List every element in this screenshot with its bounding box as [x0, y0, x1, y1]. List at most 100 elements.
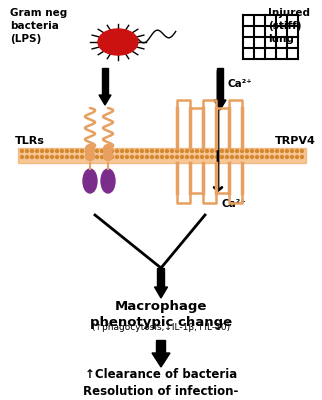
Circle shape: [181, 150, 184, 152]
Circle shape: [215, 150, 219, 152]
Circle shape: [110, 150, 113, 152]
Circle shape: [35, 156, 39, 158]
Circle shape: [211, 156, 213, 158]
Text: (↑phagocytosis,↓IL-1β,↑IL-10): (↑phagocytosis,↓IL-1β,↑IL-10): [91, 323, 231, 332]
Circle shape: [156, 156, 158, 158]
Bar: [157, 268, 165, 287]
Circle shape: [75, 156, 79, 158]
Circle shape: [251, 150, 253, 152]
Circle shape: [86, 152, 94, 160]
Circle shape: [231, 156, 233, 158]
Circle shape: [185, 156, 188, 158]
Circle shape: [100, 156, 103, 158]
Circle shape: [75, 150, 79, 152]
Circle shape: [266, 150, 269, 152]
Circle shape: [86, 156, 89, 158]
Circle shape: [146, 156, 148, 158]
Circle shape: [116, 156, 118, 158]
Circle shape: [61, 150, 63, 152]
Circle shape: [80, 156, 83, 158]
Circle shape: [126, 150, 128, 152]
Circle shape: [96, 156, 99, 158]
Circle shape: [41, 150, 43, 152]
Circle shape: [290, 156, 293, 158]
Circle shape: [235, 150, 239, 152]
Circle shape: [65, 156, 69, 158]
Bar: [18, 148, 306, 163]
Circle shape: [235, 156, 239, 158]
Circle shape: [266, 156, 269, 158]
Circle shape: [160, 156, 164, 158]
Circle shape: [255, 156, 259, 158]
Circle shape: [276, 150, 279, 152]
Circle shape: [71, 150, 73, 152]
Circle shape: [195, 156, 198, 158]
Circle shape: [195, 150, 198, 152]
Circle shape: [25, 156, 29, 158]
Circle shape: [116, 150, 118, 152]
Circle shape: [35, 150, 39, 152]
Circle shape: [90, 156, 93, 158]
Circle shape: [251, 156, 253, 158]
Text: TRPV4: TRPV4: [275, 136, 316, 146]
Circle shape: [191, 156, 194, 158]
Circle shape: [201, 156, 204, 158]
Circle shape: [140, 156, 144, 158]
Circle shape: [191, 150, 194, 152]
Circle shape: [80, 150, 83, 152]
Polygon shape: [214, 100, 226, 110]
Circle shape: [130, 156, 134, 158]
Bar: [217, 68, 223, 100]
Circle shape: [31, 150, 33, 152]
Circle shape: [51, 156, 53, 158]
Text: Ca²⁺: Ca²⁺: [228, 79, 253, 89]
Circle shape: [270, 150, 273, 152]
Circle shape: [45, 156, 49, 158]
Circle shape: [201, 150, 204, 152]
Circle shape: [171, 150, 174, 152]
Circle shape: [211, 150, 213, 152]
Circle shape: [175, 150, 178, 152]
Circle shape: [260, 150, 263, 152]
Circle shape: [175, 156, 178, 158]
Circle shape: [140, 150, 144, 152]
Circle shape: [96, 150, 99, 152]
Ellipse shape: [101, 169, 115, 193]
Circle shape: [296, 156, 298, 158]
Circle shape: [225, 156, 229, 158]
Circle shape: [150, 150, 154, 152]
Circle shape: [100, 150, 103, 152]
Circle shape: [255, 150, 259, 152]
Circle shape: [280, 150, 283, 152]
Circle shape: [276, 156, 279, 158]
Circle shape: [280, 156, 283, 158]
Text: Macrophage
phenotypic change: Macrophage phenotypic change: [90, 300, 232, 329]
Circle shape: [61, 156, 63, 158]
Circle shape: [86, 150, 89, 152]
Circle shape: [55, 150, 59, 152]
Circle shape: [106, 156, 109, 158]
Circle shape: [270, 156, 273, 158]
Text: Injured
(stiff)
lung: Injured (stiff) lung: [268, 8, 310, 44]
Circle shape: [103, 144, 112, 154]
Text: TLRs: TLRs: [15, 136, 45, 146]
Circle shape: [296, 150, 298, 152]
Circle shape: [300, 150, 304, 152]
Circle shape: [166, 150, 168, 152]
Circle shape: [290, 150, 293, 152]
Polygon shape: [155, 287, 167, 298]
Circle shape: [51, 150, 53, 152]
Circle shape: [31, 156, 33, 158]
Circle shape: [231, 150, 233, 152]
Circle shape: [25, 150, 29, 152]
Circle shape: [136, 150, 138, 152]
Circle shape: [120, 150, 124, 152]
Text: Ca²⁺: Ca²⁺: [222, 199, 247, 209]
Circle shape: [86, 144, 94, 154]
Circle shape: [55, 156, 59, 158]
Circle shape: [225, 150, 229, 152]
Circle shape: [221, 156, 223, 158]
Circle shape: [130, 150, 134, 152]
Circle shape: [205, 156, 209, 158]
Circle shape: [45, 150, 49, 152]
